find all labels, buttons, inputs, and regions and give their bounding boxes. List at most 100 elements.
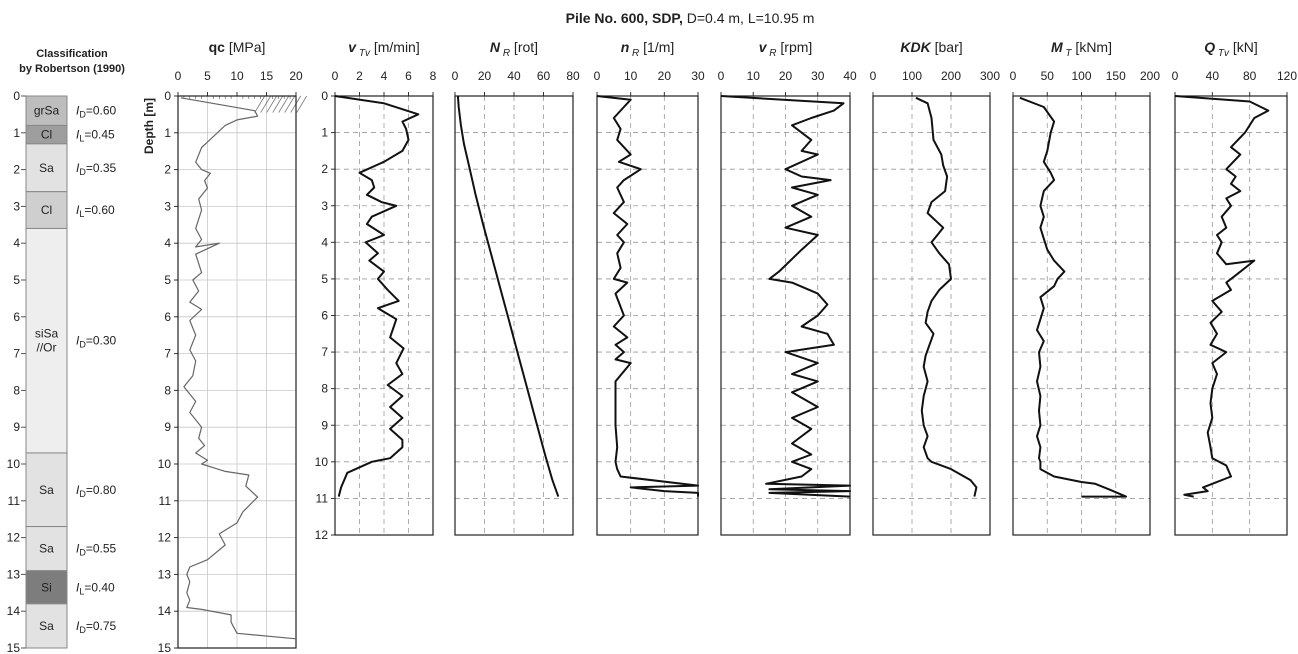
depth-tick-label: 6 bbox=[13, 310, 20, 324]
x-tick-label: 0 bbox=[1172, 69, 1179, 83]
depth-tick-label: 14 bbox=[7, 604, 21, 618]
soil-type-label: //Or bbox=[37, 341, 57, 355]
y-tick-label: 1 bbox=[164, 126, 171, 140]
depth-tick-label: 8 bbox=[13, 383, 20, 397]
chart-title: M T [kNm] bbox=[1051, 39, 1112, 59]
y-tick-label: 3 bbox=[321, 199, 328, 213]
series-line-QTv bbox=[1175, 96, 1268, 497]
x-tick-label: 0 bbox=[870, 69, 877, 83]
x-tick-label: 20 bbox=[779, 69, 793, 83]
x-tick-label: 0 bbox=[594, 69, 601, 83]
soil-type-label: Sa bbox=[39, 483, 54, 497]
y-tick-label: 2 bbox=[321, 162, 328, 176]
hatch-zone bbox=[255, 96, 307, 113]
soil-index-label: ID=0.75 bbox=[76, 619, 117, 635]
soil-index-label: ID=0.30 bbox=[76, 334, 117, 350]
chart-title: v R [rpm] bbox=[759, 39, 813, 59]
depth-tick-label: 4 bbox=[13, 236, 20, 250]
x-tick-label: 80 bbox=[1243, 69, 1257, 83]
x-tick-label: 30 bbox=[691, 69, 705, 83]
y-tick-label: 2 bbox=[164, 163, 171, 177]
series-line-nR bbox=[597, 96, 698, 497]
y-tick-label: 10 bbox=[315, 455, 329, 469]
x-tick-label: 30 bbox=[811, 69, 825, 83]
chart-panel-MT: 0 50 100 150 200 M T [kNm] bbox=[1010, 39, 1161, 535]
soil-index-label: ID=0.80 bbox=[76, 483, 117, 499]
x-tick-label: 6 bbox=[405, 69, 412, 83]
chart-title: KDK [bar] bbox=[900, 39, 962, 55]
y-tick-label: 4 bbox=[164, 236, 171, 250]
x-tick-label: 50 bbox=[1041, 69, 1055, 83]
y-tick-label: 6 bbox=[164, 310, 171, 324]
x-tick-label: 20 bbox=[478, 69, 492, 83]
y-axis-label: Depth [m] bbox=[142, 98, 156, 154]
y-tick-label: 10 bbox=[158, 457, 172, 471]
soil-type-label: Si bbox=[41, 580, 52, 594]
soil-index-label: IL=0.60 bbox=[76, 203, 115, 219]
chart-panel-KDK: 0 100 200 300 KDK [bar] bbox=[870, 39, 1001, 535]
soil-index-label: IL=0.40 bbox=[76, 580, 115, 596]
y-tick-label: 15 bbox=[158, 641, 172, 654]
x-tick-label: 300 bbox=[980, 69, 1000, 83]
depth-tick-label: 15 bbox=[7, 641, 21, 654]
x-tick-label: 150 bbox=[1106, 69, 1126, 83]
y-tick-label: 0 bbox=[321, 89, 328, 103]
chart-panel-NR: 0 20 40 60 80 N R [rot] bbox=[452, 39, 580, 535]
x-tick-label: 80 bbox=[566, 69, 580, 83]
depth-tick-label: 11 bbox=[8, 494, 21, 508]
y-tick-label: 1 bbox=[321, 126, 328, 140]
x-tick-label: 0 bbox=[332, 69, 339, 83]
soil-type-label: Cl bbox=[41, 128, 52, 142]
x-tick-label: 4 bbox=[381, 69, 388, 83]
x-tick-label: 15 bbox=[260, 69, 274, 83]
chart-panel-QTv: 0 40 80 120 Q Tv [kN] bbox=[1172, 39, 1298, 535]
soil-type-label: Sa bbox=[39, 619, 54, 633]
x-tick-label: 60 bbox=[537, 69, 551, 83]
y-tick-label: 11 bbox=[159, 494, 172, 508]
figure-title: Pile No. 600, SDP, D=0.4 m, L=10.95 m bbox=[566, 10, 815, 26]
x-tick-label: 20 bbox=[289, 69, 303, 83]
depth-tick-label: 7 bbox=[13, 347, 20, 361]
y-tick-label: 8 bbox=[321, 382, 328, 396]
soil-type-label: siSa bbox=[35, 327, 59, 341]
y-tick-label: 7 bbox=[321, 345, 328, 359]
y-tick-label: 4 bbox=[321, 235, 328, 249]
x-tick-label: 0 bbox=[175, 69, 182, 83]
y-tick-label: 6 bbox=[321, 309, 328, 323]
chart-panel-vR: 0 10 20 30 40 v R [rpm] bbox=[718, 39, 857, 535]
soil-index-label: IL=0.45 bbox=[76, 128, 115, 144]
x-tick-label: 40 bbox=[843, 69, 857, 83]
classification-column: Classification by Robertson (1990) grSa I… bbox=[7, 48, 126, 654]
series-line-MT bbox=[1020, 98, 1126, 497]
y-tick-label: 0 bbox=[164, 89, 171, 103]
series-line-KDK bbox=[916, 98, 977, 497]
x-tick-label: 0 bbox=[718, 69, 725, 83]
y-tick-label: 7 bbox=[164, 347, 171, 361]
series-line-qc bbox=[181, 98, 296, 639]
classification-header-line2: by Robertson (1990) bbox=[19, 63, 125, 75]
depth-tick-label: 2 bbox=[13, 163, 20, 177]
x-tick-label: 20 bbox=[658, 69, 672, 83]
x-tick-label: 0 bbox=[1010, 69, 1017, 83]
y-tick-label: 11 bbox=[316, 491, 329, 505]
depth-tick-label: 5 bbox=[13, 273, 20, 287]
x-tick-label: 40 bbox=[1206, 69, 1220, 83]
y-tick-label: 9 bbox=[164, 420, 171, 434]
x-tick-label: 10 bbox=[624, 69, 638, 83]
depth-tick-label: 1 bbox=[13, 126, 20, 140]
x-tick-label: 10 bbox=[230, 69, 244, 83]
series-line-vTv bbox=[335, 96, 418, 497]
x-tick-label: 5 bbox=[204, 69, 211, 83]
soil-type-label: Sa bbox=[39, 542, 54, 556]
x-tick-label: 8 bbox=[430, 69, 437, 83]
soil-index-label: ID=0.60 bbox=[76, 104, 117, 120]
y-tick-label: 5 bbox=[321, 272, 328, 286]
y-tick-label: 3 bbox=[164, 199, 171, 213]
soil-index-label: ID=0.35 bbox=[76, 161, 117, 177]
x-tick-label: 10 bbox=[747, 69, 761, 83]
chart-title: qc [MPa] bbox=[209, 39, 266, 55]
y-tick-label: 13 bbox=[158, 567, 172, 581]
